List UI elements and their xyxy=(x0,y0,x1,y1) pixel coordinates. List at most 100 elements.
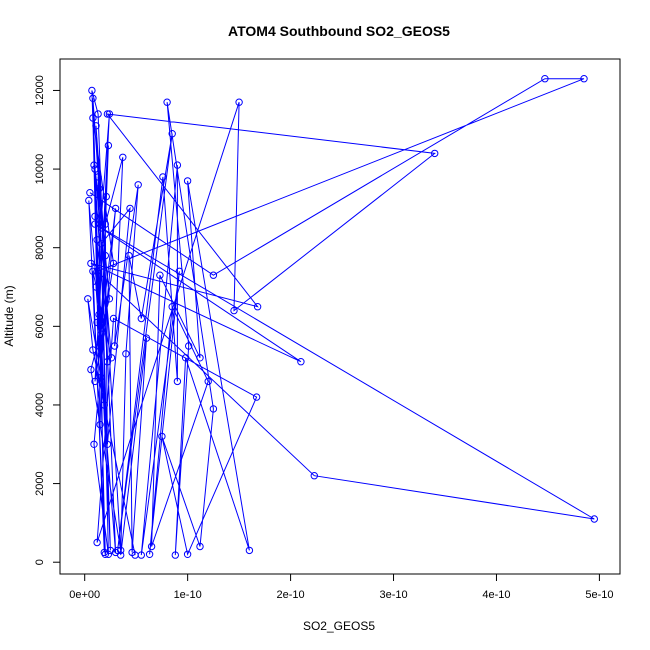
data-point xyxy=(85,196,93,205)
data-point xyxy=(93,318,101,327)
chart-title: ATOM4 Southbound SO2_GEOS5 xyxy=(228,23,450,39)
data-point xyxy=(137,314,146,323)
data-point xyxy=(252,393,261,401)
x-tick-label: 0e+00 xyxy=(69,589,100,601)
data-point xyxy=(541,75,549,83)
data-point xyxy=(196,354,204,362)
data-point xyxy=(245,546,254,555)
data-point xyxy=(100,401,109,409)
data-point xyxy=(163,98,171,106)
y-tick-label: 2000 xyxy=(34,471,46,495)
data-point xyxy=(94,110,102,118)
data-point xyxy=(89,267,97,275)
data-point xyxy=(93,538,101,547)
data-point xyxy=(97,373,105,382)
data-point xyxy=(111,204,120,213)
data-point xyxy=(96,338,104,346)
data-point xyxy=(100,548,109,557)
data-point xyxy=(310,472,318,480)
data-point xyxy=(126,204,134,213)
y-tick-label: 0 xyxy=(34,559,46,565)
data-point xyxy=(137,551,146,559)
data-point xyxy=(134,181,142,189)
data-point xyxy=(103,110,112,118)
data-point xyxy=(147,542,156,551)
data-point xyxy=(91,165,99,173)
data-point xyxy=(87,259,95,268)
data-point xyxy=(95,185,103,193)
data-point xyxy=(87,365,95,374)
data-point xyxy=(431,149,439,158)
data-point xyxy=(97,240,105,248)
data-point xyxy=(105,295,114,303)
data-point xyxy=(125,251,133,260)
data-point xyxy=(84,295,92,303)
x-tick-label: 4e-10 xyxy=(482,589,510,601)
data-point xyxy=(91,220,99,228)
y-tick-label: 6000 xyxy=(34,314,46,338)
data-point xyxy=(171,551,180,559)
data-point xyxy=(159,173,167,181)
x-tick-label: 2e-10 xyxy=(277,589,305,601)
data-point xyxy=(93,267,101,275)
data-point xyxy=(235,98,243,106)
data-point xyxy=(92,283,100,291)
data-point xyxy=(110,342,119,350)
series-line xyxy=(87,78,595,556)
y-tick-label: 12000 xyxy=(34,75,46,106)
data-point xyxy=(89,94,97,103)
data-point xyxy=(91,212,99,221)
y-axis: 0 2000 4000 6000 8000 10000 12000 xyxy=(34,75,61,565)
data-point xyxy=(89,346,97,354)
data-point xyxy=(102,192,111,201)
data-point xyxy=(92,122,100,130)
data-point xyxy=(173,161,182,169)
data-point xyxy=(113,546,122,555)
data-point xyxy=(156,271,164,279)
data-point xyxy=(104,550,113,558)
data-point xyxy=(297,358,305,366)
data-point xyxy=(90,161,98,169)
data-point xyxy=(168,303,176,311)
data-point xyxy=(117,546,125,555)
data-point xyxy=(95,342,103,350)
data-point xyxy=(109,259,118,268)
data-point xyxy=(96,420,104,429)
data-point xyxy=(101,220,110,228)
data-point xyxy=(104,141,113,150)
data-point xyxy=(185,342,193,350)
data-point xyxy=(209,271,218,279)
data-point xyxy=(168,130,176,138)
data-point xyxy=(107,354,116,362)
series-layer xyxy=(84,75,598,559)
data-point xyxy=(204,377,212,386)
data-point xyxy=(88,86,96,95)
data-point xyxy=(175,267,184,275)
data-point xyxy=(580,75,588,83)
data-point xyxy=(86,189,94,197)
data-point xyxy=(122,350,130,358)
data-point xyxy=(103,358,112,366)
data-point xyxy=(128,548,136,557)
x-tick-label: 3e-10 xyxy=(379,589,407,601)
data-point xyxy=(230,306,238,315)
data-point xyxy=(196,542,204,551)
data-point xyxy=(145,550,154,558)
y-axis-label: Altitude (m) xyxy=(2,285,16,346)
data-point xyxy=(173,377,182,386)
y-tick-label: 10000 xyxy=(34,154,46,185)
data-point xyxy=(183,550,192,558)
data-point xyxy=(209,405,218,413)
data-point xyxy=(94,173,102,181)
data-point xyxy=(101,251,110,260)
y-tick-label: 4000 xyxy=(34,393,46,417)
data-point xyxy=(95,310,103,319)
data-point xyxy=(103,440,112,448)
data-point xyxy=(590,515,598,523)
x-axis: 0e+00 1e-10 2e-10 3e-10 4e-10 5e-10 xyxy=(69,573,613,601)
x-tick-label: 5e-10 xyxy=(585,589,613,601)
data-point xyxy=(90,440,98,448)
data-point xyxy=(89,114,97,122)
data-point xyxy=(181,354,190,362)
